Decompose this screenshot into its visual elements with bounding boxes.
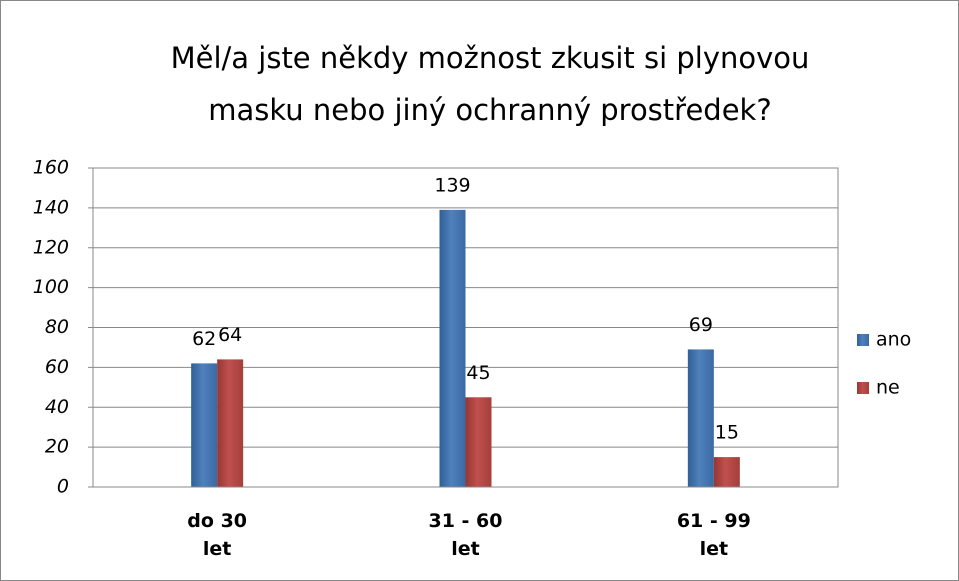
legend-label: ano: [876, 329, 911, 351]
data-label: 45: [466, 362, 490, 384]
bar: [439, 209, 466, 487]
data-label: 139: [434, 174, 470, 196]
y-tick-label: 100: [33, 276, 69, 298]
data-label: 62: [192, 328, 216, 350]
legend-label: ne: [876, 377, 900, 399]
y-tick-label: 140: [33, 196, 69, 218]
y-tick-label: 120: [33, 236, 69, 258]
legend-swatch: [857, 334, 869, 346]
data-label: 69: [689, 314, 713, 336]
data-label: 64: [218, 324, 242, 346]
x-tick-label: do 30 let: [187, 510, 248, 560]
legend-swatch: [857, 382, 869, 394]
chart-title: Měl/a jste někdy možnost zkusit si plyno…: [170, 41, 810, 127]
y-tick-label: 160: [33, 157, 69, 179]
y-tick-label: 80: [45, 316, 69, 338]
bar: [713, 457, 740, 487]
bar: [191, 363, 218, 487]
y-tick-label: 20: [45, 436, 69, 458]
y-tick-label: 60: [45, 356, 69, 378]
x-tick-label: 31 - 60 let: [428, 510, 503, 560]
x-tick-label: 61 - 99 let: [676, 510, 751, 560]
y-tick-label: 40: [45, 396, 69, 418]
bar: [465, 397, 492, 487]
y-tick-label: 0: [57, 476, 69, 498]
bar: [217, 359, 244, 487]
data-label: 15: [715, 422, 739, 444]
bar: [687, 349, 714, 487]
